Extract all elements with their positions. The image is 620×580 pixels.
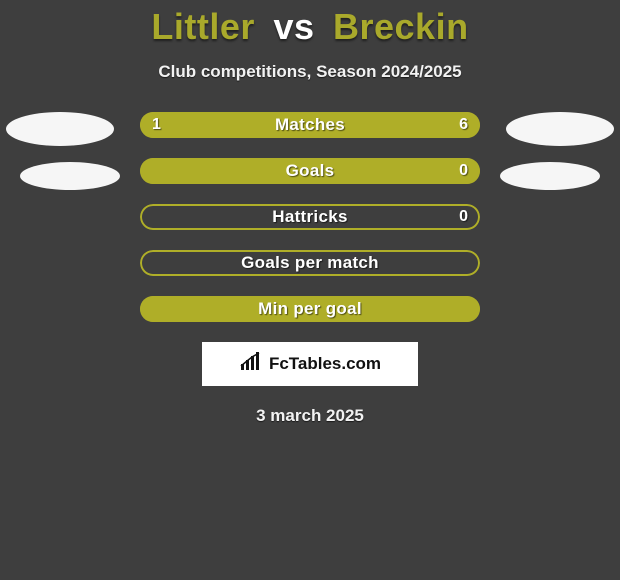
brand-text: FcTables.com	[269, 354, 381, 374]
stat-row: Hattricks0	[140, 204, 480, 230]
stat-row: Goals per match	[140, 250, 480, 276]
stat-value-right: 6	[459, 112, 468, 138]
stat-label: Min per goal	[140, 296, 480, 322]
stat-label: Goals per match	[140, 250, 480, 276]
stat-label: Hattricks	[140, 204, 480, 230]
stat-label: Matches	[140, 112, 480, 138]
subtitle: Club competitions, Season 2024/2025	[0, 62, 620, 82]
stat-value-right: 0	[459, 158, 468, 184]
stats-card: Littler vs Breckin Club competitions, Se…	[0, 0, 620, 580]
player2-name: Breckin	[333, 6, 469, 47]
player2-marker-icon	[506, 112, 614, 146]
stat-value-left: 1	[152, 112, 161, 138]
bar-list: Matches16Goals0Hattricks0Goals per match…	[140, 112, 480, 322]
stat-row: Goals0	[140, 158, 480, 184]
bar-chart-icon	[239, 352, 263, 377]
player1-marker-icon	[6, 112, 114, 146]
player2-marker-icon	[500, 162, 600, 190]
page-title: Littler vs Breckin	[0, 0, 620, 48]
vs-label: vs	[273, 6, 314, 47]
player1-marker-icon	[20, 162, 120, 190]
stat-row: Matches1 6	[140, 112, 480, 138]
stat-label: Goals	[140, 158, 480, 184]
brand-box[interactable]: FcTables.com	[202, 342, 418, 386]
stat-row: Min per goal	[140, 296, 480, 322]
comparison-chart: Matches16Goals0Hattricks0Goals per match…	[0, 112, 620, 322]
date-label: 3 march 2025	[0, 406, 620, 426]
stat-value-right: 0	[459, 204, 468, 230]
player1-name: Littler	[151, 6, 255, 47]
